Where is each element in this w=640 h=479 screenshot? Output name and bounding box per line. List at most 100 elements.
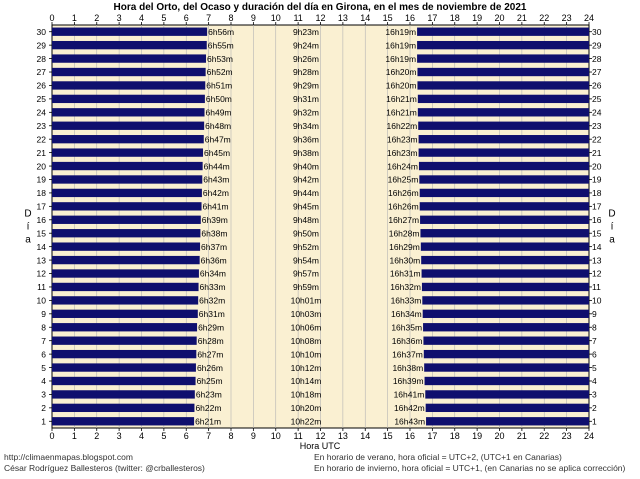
night-bar-before-sunrise bbox=[52, 202, 202, 211]
night-bar-after-sunset bbox=[422, 296, 589, 305]
y-tick-label-left: 9 bbox=[41, 309, 46, 319]
sunrise-label: 6h50m bbox=[206, 94, 232, 104]
y-tick-label-right: 28 bbox=[592, 54, 602, 64]
sunset-label: 16h32m bbox=[390, 282, 421, 292]
x-tick-label-top: 15 bbox=[383, 13, 393, 23]
y-tick-label-left: 24 bbox=[37, 108, 47, 118]
night-bar-before-sunrise bbox=[52, 269, 199, 278]
night-bar-after-sunset bbox=[423, 349, 589, 359]
y-tick-label-right: 22 bbox=[592, 134, 602, 144]
y-tick-label-left: 5 bbox=[41, 363, 46, 373]
night-bar-after-sunset bbox=[419, 188, 589, 198]
daylength-label: 9h26m bbox=[293, 54, 319, 64]
sunset-label: 16h31m bbox=[390, 269, 421, 279]
x-tick-label-bottom: 13 bbox=[338, 431, 348, 441]
y-tick-label-left: 3 bbox=[41, 390, 46, 400]
x-tick-label-bottom: 21 bbox=[517, 431, 527, 441]
sunrise-label: 6h23m bbox=[196, 390, 222, 400]
x-tick-label-top: 3 bbox=[117, 13, 122, 23]
night-bar-after-sunset bbox=[417, 81, 589, 90]
y-tick-label-right: 4 bbox=[592, 376, 597, 386]
y-tick-label-left: 12 bbox=[37, 269, 47, 279]
daylength-label: 9h29m bbox=[293, 81, 319, 91]
daylength-label: 9h59m bbox=[293, 282, 319, 292]
y-tick-label-left: 17 bbox=[37, 202, 47, 212]
y-tick-label-right: 9 bbox=[592, 309, 597, 319]
y-tick-label-right: 10 bbox=[592, 296, 602, 306]
daylength-label: 9h45m bbox=[293, 202, 319, 212]
daylength-label: 10h22m bbox=[291, 416, 322, 426]
night-bar-after-sunset bbox=[424, 363, 589, 372]
night-bar-before-sunrise bbox=[52, 175, 203, 184]
sunrise-label: 6h51m bbox=[206, 81, 232, 91]
daylength-label: 9h44m bbox=[293, 188, 319, 198]
y-axis-label-letter: a bbox=[25, 235, 31, 246]
x-tick-label-top: 10 bbox=[271, 13, 281, 23]
y-tick-label-right: 1 bbox=[592, 416, 597, 426]
y-tick-label-left: 29 bbox=[37, 40, 47, 50]
daylength-label: 9h28m bbox=[293, 67, 319, 77]
night-bar-after-sunset bbox=[419, 175, 589, 184]
y-tick-label-right: 11 bbox=[592, 282, 601, 292]
sunset-label: 16h23m bbox=[387, 148, 418, 158]
y-tick-label-left: 28 bbox=[37, 54, 47, 64]
sunrise-label: 6h39m bbox=[202, 215, 228, 225]
y-tick-label-right: 7 bbox=[592, 336, 597, 346]
y-tick-label-right: 21 bbox=[592, 148, 602, 158]
chart-title: Hora del Orto, del Ocaso y duración del … bbox=[114, 2, 527, 13]
x-tick-label-bottom: 3 bbox=[117, 431, 122, 441]
sunset-label: 16h24m bbox=[387, 161, 418, 171]
night-bar-before-sunrise bbox=[52, 81, 206, 90]
sunset-label: 16h29m bbox=[389, 242, 420, 252]
y-tick-label-right: 30 bbox=[592, 27, 602, 37]
night-bar-after-sunset bbox=[418, 161, 589, 171]
daylength-label: 9h57m bbox=[293, 269, 319, 279]
sunrise-label: 6h36m bbox=[201, 255, 227, 265]
daylength-label: 9h52m bbox=[293, 242, 319, 252]
sunrise-label: 6h44m bbox=[204, 161, 230, 171]
daylength-label: 9h48m bbox=[293, 215, 319, 225]
sunset-label: 16h43m bbox=[394, 416, 425, 426]
x-tick-label-bottom: 18 bbox=[450, 431, 460, 441]
sunrise-label: 6h56m bbox=[208, 27, 234, 37]
y-tick-label-right: 13 bbox=[592, 255, 602, 265]
sunrise-label: 6h55m bbox=[208, 40, 234, 50]
night-bar-after-sunset bbox=[421, 282, 589, 292]
sunset-label: 16h25m bbox=[388, 175, 419, 185]
x-tick-label-bottom: 9 bbox=[251, 431, 256, 441]
y-tick-label-left: 18 bbox=[37, 188, 47, 198]
x-tick-label-bottom: 6 bbox=[184, 431, 189, 441]
daylength-label: 9h50m bbox=[293, 228, 319, 238]
x-tick-label-top: 22 bbox=[539, 13, 549, 23]
x-tick-label-bottom: 1 bbox=[72, 431, 77, 441]
x-tick-label-bottom: 10 bbox=[271, 431, 281, 441]
y-tick-label-right: 27 bbox=[592, 67, 602, 77]
daylength-label: 10h10m bbox=[291, 349, 322, 359]
y-tick-label-left: 11 bbox=[37, 282, 46, 292]
night-bar-after-sunset bbox=[425, 390, 589, 399]
x-tick-label-top: 11 bbox=[293, 13, 302, 23]
daylength-label: 10h20m bbox=[291, 403, 322, 413]
x-tick-label-top: 6 bbox=[184, 13, 189, 23]
daylength-label: 9h31m bbox=[293, 94, 319, 104]
y-tick-label-right: 15 bbox=[592, 228, 602, 238]
night-bar-after-sunset bbox=[423, 323, 589, 332]
x-tick-label-bottom: 12 bbox=[315, 431, 325, 441]
sunrise-label: 6h34m bbox=[200, 269, 226, 279]
x-tick-label-bottom: 4 bbox=[139, 431, 144, 441]
x-tick-label-top: 5 bbox=[161, 13, 166, 23]
night-bar-before-sunrise bbox=[52, 349, 197, 359]
footer-credits: http://climaenmapas.blogspot.com César R… bbox=[4, 452, 205, 474]
night-bar-before-sunrise bbox=[52, 336, 197, 345]
sunset-label: 16h28m bbox=[389, 228, 420, 238]
y-axis-label-letter: a bbox=[609, 235, 615, 246]
night-bar-before-sunrise bbox=[52, 255, 200, 265]
sunrise-label: 6h37m bbox=[201, 242, 227, 252]
night-bar-after-sunset bbox=[419, 202, 589, 211]
night-bar-before-sunrise bbox=[52, 309, 198, 318]
y-tick-label-left: 6 bbox=[41, 349, 46, 359]
night-bar-before-sunrise bbox=[52, 135, 204, 144]
x-tick-label-bottom: 14 bbox=[360, 431, 370, 441]
